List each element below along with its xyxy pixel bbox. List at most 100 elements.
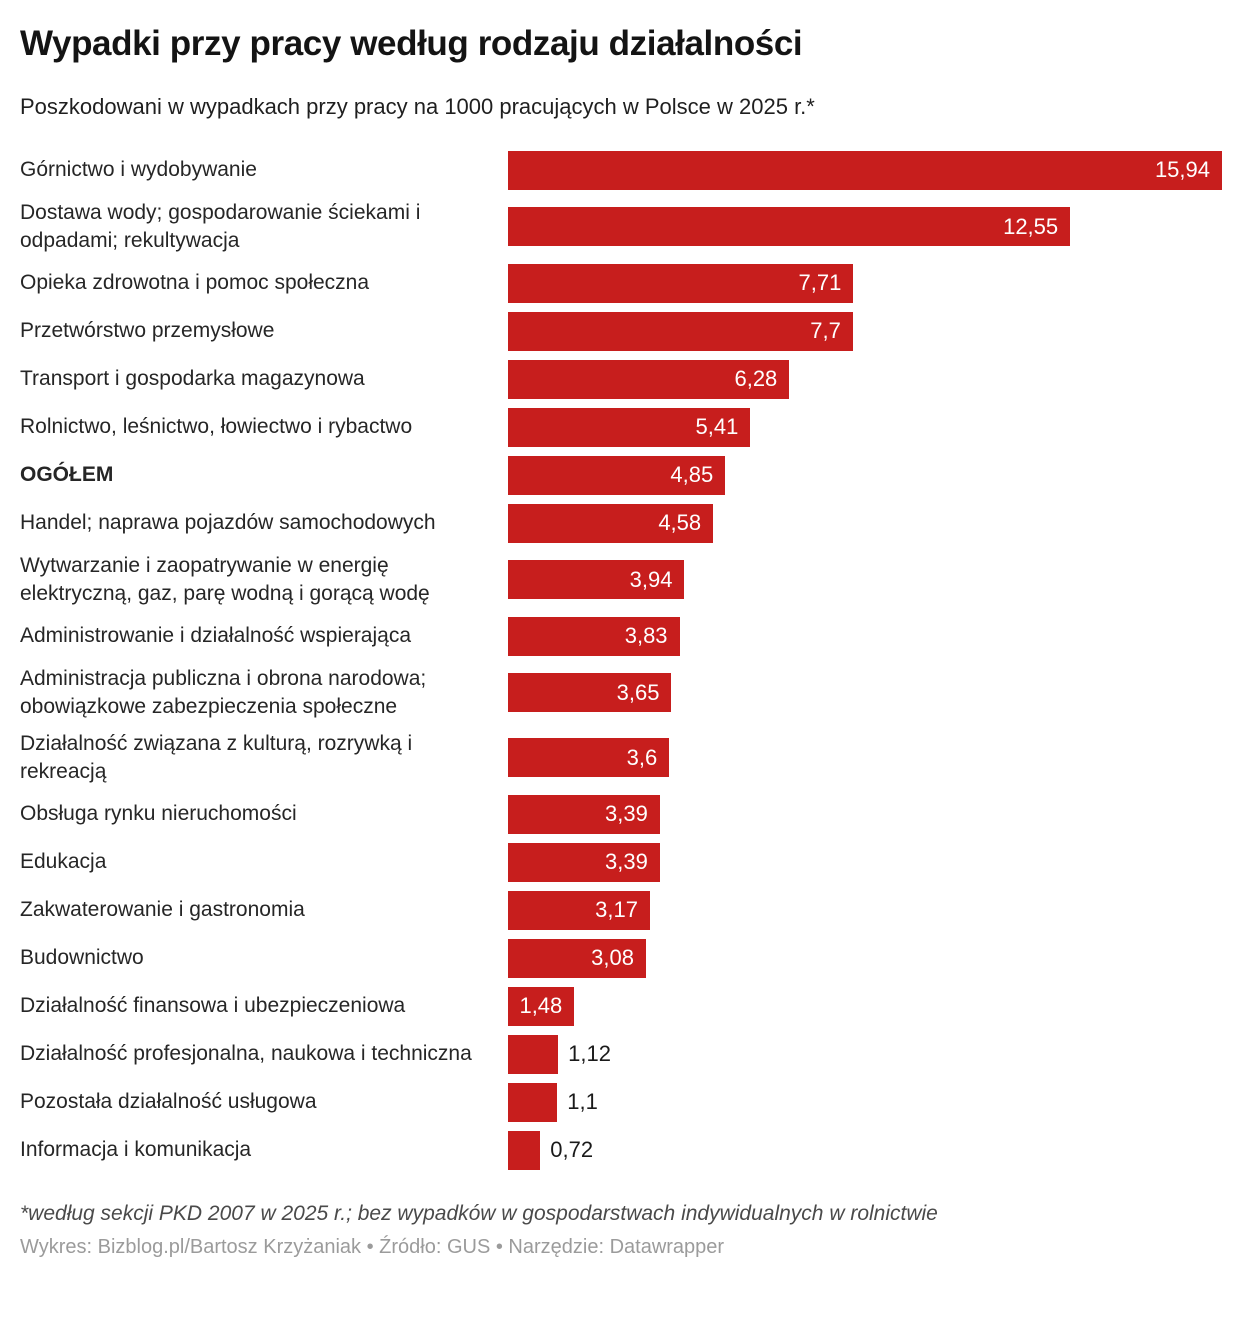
category-label: Transport i gospodarka magazynowa xyxy=(20,367,365,391)
chart-container: Wypadki przy pracy według rodzaju działa… xyxy=(20,24,1222,1258)
chart-title: Wypadki przy pracy według rodzaju działa… xyxy=(20,24,803,63)
category-label: Edukacja xyxy=(20,850,107,874)
bar[interactable] xyxy=(508,1034,559,1074)
bar-track: 3,39 xyxy=(508,794,1222,834)
bar-row: Transport i gospodarka magazynowa 6,28 xyxy=(20,359,1222,399)
value-label: 3,39 xyxy=(605,801,648,827)
bar-row: Dostawa wody; gospodarowanie ściekami i … xyxy=(20,199,1222,255)
category-label: Górnictwo i wydobywanie xyxy=(20,158,257,182)
bar-row: OGÓŁEM 4,85 xyxy=(20,455,1222,495)
bar-track: 4,58 xyxy=(508,503,1222,543)
value-label: 1,48 xyxy=(519,993,563,1019)
bar-track: 6,28 xyxy=(508,359,1222,399)
bar-row: Przetwórstwo przemysłowe 7,7 xyxy=(20,311,1222,351)
bar-track: 3,94 xyxy=(508,560,1222,600)
bar[interactable]: 6,28 xyxy=(508,359,790,399)
category-label: Administracja publiczna i obrona narodow… xyxy=(20,666,427,718)
category-label: Administrowanie i działalność wspierając… xyxy=(20,624,412,648)
bar-track: 15,94 xyxy=(508,150,1222,190)
bar[interactable]: 7,71 xyxy=(508,263,854,303)
bar-row: Informacja i komunikacja 0,72 xyxy=(20,1130,1222,1170)
bar-track: 7,7 xyxy=(508,311,1222,351)
bar-row: Administrowanie i działalność wspierając… xyxy=(20,616,1222,656)
bar-track: 0,72 xyxy=(508,1130,1222,1170)
category-label: Informacja i komunikacja xyxy=(20,1138,252,1162)
bar-track: 1,12 xyxy=(508,1034,1222,1074)
value-label: 6,28 xyxy=(734,366,778,392)
bar[interactable]: 15,94 xyxy=(508,150,1222,190)
bar-row: Pozostała działalność usługowa 1,1 xyxy=(20,1082,1222,1122)
bar[interactable]: 3,39 xyxy=(508,842,660,882)
bar[interactable]: 3,39 xyxy=(508,794,660,834)
bar-track: 3,6 xyxy=(508,738,1222,778)
bar-row: Administracja publiczna i obrona narodow… xyxy=(20,665,1222,721)
bar-row: Edukacja 3,39 xyxy=(20,842,1222,882)
bar[interactable]: 3,17 xyxy=(508,890,650,930)
bar-track: 1,48 xyxy=(508,986,1222,1026)
bar[interactable]: 3,65 xyxy=(508,673,672,713)
category-label: Działalność finansowa i ubezpieczeniowa xyxy=(20,994,406,1018)
chart-byline: Wykres: Bizblog.pl/Bartosz Krzyżaniak • … xyxy=(20,1235,725,1258)
value-label: 4,85 xyxy=(670,462,714,488)
bar-track: 3,08 xyxy=(508,938,1222,978)
category-label: Wytwarzanie i zaopatrywanie w energię el… xyxy=(20,553,430,605)
category-label: Działalność związana z kulturą, rozrywką… xyxy=(20,731,413,783)
bar-track: 4,85 xyxy=(508,455,1222,495)
bar-chart: Górnictwo i wydobywanie 15,94 Dostawa wody… xyxy=(20,150,1222,1170)
category-label: Obsługa rynku nieruchomości xyxy=(20,802,297,826)
value-label: 15,94 xyxy=(1154,157,1210,183)
value-label: 1,1 xyxy=(567,1089,598,1115)
bar[interactable]: 3,83 xyxy=(508,616,680,656)
bar-row: Działalność profesjonalna, naukowa i tec… xyxy=(20,1034,1222,1074)
bar-row: Handel; naprawa pojazdów samochodowych 4,… xyxy=(20,503,1222,543)
bar-track: 7,71 xyxy=(508,263,1222,303)
value-label: 5,41 xyxy=(695,414,739,440)
bar-track: 3,83 xyxy=(508,616,1222,656)
value-label: 12,55 xyxy=(1003,213,1059,239)
bar-row: Wytwarzanie i zaopatrywanie w energię el… xyxy=(20,552,1222,608)
value-label: 3,17 xyxy=(595,897,638,923)
bar[interactable] xyxy=(508,1082,558,1122)
category-label: Opieka zdrowotna i pomoc społeczna xyxy=(20,271,370,295)
chart-subtitle: Poszkodowani w wypadkach przy pracy na 1… xyxy=(20,94,815,120)
category-label: OGÓŁEM xyxy=(20,463,114,487)
value-label: 7,7 xyxy=(810,318,841,344)
bar-row: Opieka zdrowotna i pomoc społeczna 7,71 xyxy=(20,263,1222,303)
value-label: 7,71 xyxy=(798,270,842,296)
value-label: 3,83 xyxy=(624,623,668,649)
bar[interactable]: 4,85 xyxy=(508,455,726,495)
value-label: 3,94 xyxy=(629,566,673,592)
bar[interactable]: 3,6 xyxy=(508,738,670,778)
bar-row: Obsługa rynku nieruchomości 3,39 xyxy=(20,794,1222,834)
category-label: Rolnictwo, leśnictwo, łowiectwo i rybact… xyxy=(20,415,413,439)
category-label: Pozostała działalność usługowa xyxy=(20,1090,317,1114)
bar-row: Rolnictwo, leśnictwo, łowiectwo i rybact… xyxy=(20,407,1222,447)
bar-row: Działalność związana z kulturą, rozrywką… xyxy=(20,730,1222,786)
category-label: Budownictwo xyxy=(20,946,144,970)
bar-track: 3,39 xyxy=(508,842,1222,882)
bar[interactable]: 4,58 xyxy=(508,503,714,543)
value-label: 3,08 xyxy=(591,945,634,971)
bar[interactable]: 1,48 xyxy=(508,986,575,1026)
bar[interactable]: 12,55 xyxy=(508,207,1071,247)
chart-footnote: *według sekcji PKD 2007 w 2025 r.; bez w… xyxy=(20,1201,938,1225)
category-label: Przetwórstwo przemysłowe xyxy=(20,319,275,343)
category-label: Dostawa wody; gospodarowanie ściekami i … xyxy=(20,200,421,252)
bar[interactable]: 3,08 xyxy=(508,938,646,978)
value-label: 0,72 xyxy=(550,1137,594,1163)
category-label: Zakwaterowanie i gastronomia xyxy=(20,898,305,922)
bar-track: 5,41 xyxy=(508,407,1222,447)
bar-track: 1,1 xyxy=(508,1082,1222,1122)
value-label: 3,6 xyxy=(626,744,658,770)
category-label: Działalność profesjonalna, naukowa i tec… xyxy=(20,1042,472,1066)
value-label: 3,65 xyxy=(616,679,660,705)
bar-row: Górnictwo i wydobywanie 15,94 xyxy=(20,150,1222,190)
bar-track: 3,65 xyxy=(508,673,1222,713)
bar[interactable]: 3,94 xyxy=(508,560,685,600)
bar[interactable]: 5,41 xyxy=(508,407,751,447)
bar[interactable] xyxy=(508,1130,541,1170)
bar-row: Działalność finansowa i ubezpieczeniowa 1… xyxy=(20,986,1222,1026)
bar[interactable]: 7,7 xyxy=(508,311,853,351)
bar-row: Zakwaterowanie i gastronomia 3,17 xyxy=(20,890,1222,930)
category-label: Handel; naprawa pojazdów samochodowych xyxy=(20,511,436,535)
